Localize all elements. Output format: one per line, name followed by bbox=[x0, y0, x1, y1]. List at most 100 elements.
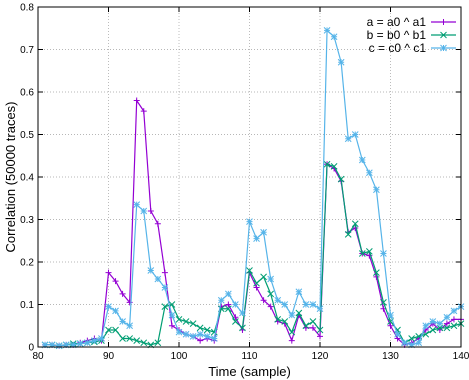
data-point bbox=[55, 342, 63, 350]
data-point bbox=[112, 307, 119, 315]
data-point bbox=[436, 320, 444, 327]
data-point bbox=[161, 303, 169, 310]
data-point bbox=[373, 186, 380, 194]
data-point bbox=[323, 160, 331, 168]
data-point bbox=[224, 290, 232, 298]
data-point bbox=[288, 311, 296, 319]
y-tick-label: 0.7 bbox=[20, 45, 34, 56]
data-point bbox=[126, 322, 134, 330]
data-point bbox=[415, 339, 423, 347]
x-tick-label: 120 bbox=[312, 351, 329, 362]
data-point bbox=[337, 58, 345, 66]
data-point bbox=[422, 330, 430, 338]
data-point bbox=[281, 318, 289, 325]
data-point bbox=[105, 326, 112, 334]
data-point bbox=[232, 318, 239, 325]
data-point bbox=[309, 318, 317, 325]
data-point bbox=[267, 290, 275, 298]
data-point bbox=[246, 218, 253, 225]
data-point bbox=[351, 131, 359, 138]
data-point bbox=[358, 250, 366, 257]
data-point bbox=[267, 303, 274, 310]
data-point bbox=[119, 290, 126, 297]
data-point bbox=[274, 296, 282, 304]
data-point bbox=[450, 322, 458, 330]
x-tick-label: 140 bbox=[453, 351, 469, 362]
data-point bbox=[217, 296, 225, 304]
y-tick-label: 0.6 bbox=[20, 88, 34, 99]
legend: a = a0 ^ a1b = b0 ^ b1c = c0 ^ c1 bbox=[367, 15, 456, 55]
y-tick-label: 0.5 bbox=[20, 130, 34, 141]
data-point bbox=[323, 27, 331, 34]
data-point bbox=[140, 207, 148, 215]
data-point bbox=[119, 335, 126, 342]
x-tick-label: 90 bbox=[103, 351, 115, 362]
data-point bbox=[260, 297, 267, 304]
data-point bbox=[140, 108, 147, 115]
data-point bbox=[450, 307, 458, 315]
data-point bbox=[295, 288, 303, 296]
series-c bbox=[41, 27, 465, 350]
x-tick-label: 130 bbox=[382, 351, 399, 362]
legend-marker bbox=[440, 44, 447, 52]
y-tick-label: 0.2 bbox=[20, 258, 34, 269]
legend-label: c = c0 ^ c1 bbox=[369, 41, 427, 55]
data-point bbox=[189, 320, 197, 327]
series-b bbox=[41, 160, 465, 350]
data-point bbox=[133, 201, 141, 208]
data-point bbox=[365, 248, 373, 255]
data-point bbox=[168, 311, 176, 319]
data-point bbox=[203, 333, 211, 340]
data-point bbox=[232, 301, 239, 308]
data-point bbox=[239, 309, 246, 317]
series-line bbox=[45, 163, 462, 347]
data-point bbox=[98, 335, 105, 342]
data-point bbox=[112, 278, 119, 285]
data-point bbox=[182, 318, 190, 325]
data-point bbox=[105, 269, 112, 276]
data-point bbox=[260, 273, 267, 281]
data-point bbox=[302, 301, 310, 308]
data-point bbox=[316, 305, 324, 313]
data-point bbox=[337, 175, 345, 183]
data-point bbox=[288, 337, 295, 344]
data-point bbox=[344, 135, 352, 143]
data-point bbox=[105, 303, 112, 310]
data-point bbox=[365, 169, 373, 177]
y-tick-label: 0.3 bbox=[20, 215, 34, 226]
data-point bbox=[210, 335, 218, 342]
data-point bbox=[246, 267, 253, 274]
data-point bbox=[76, 340, 84, 347]
data-point bbox=[161, 284, 169, 291]
data-point bbox=[154, 339, 162, 347]
legend-marker bbox=[440, 31, 447, 39]
data-point bbox=[154, 220, 161, 227]
y-axis-label: Correlation (50000 traces) bbox=[3, 101, 18, 252]
y-tick-label: 0.1 bbox=[20, 300, 34, 311]
data-point bbox=[239, 324, 246, 332]
data-point bbox=[196, 324, 204, 332]
data-point bbox=[422, 322, 430, 330]
data-point bbox=[260, 228, 267, 236]
data-point bbox=[91, 337, 98, 344]
series-a bbox=[42, 97, 464, 349]
data-point bbox=[443, 320, 450, 327]
data-point bbox=[380, 299, 387, 306]
data-point bbox=[401, 339, 408, 347]
x-tick-label: 80 bbox=[32, 351, 44, 362]
data-point bbox=[373, 269, 380, 276]
x-axis-label: Time (sample) bbox=[208, 364, 291, 379]
data-point bbox=[316, 326, 324, 334]
data-point bbox=[358, 156, 366, 164]
data-point bbox=[203, 326, 211, 334]
data-point bbox=[317, 333, 323, 340]
data-point bbox=[344, 231, 352, 238]
data-point bbox=[429, 318, 437, 325]
data-point bbox=[309, 301, 317, 308]
data-point bbox=[267, 275, 275, 283]
y-tick-label: 0 bbox=[28, 343, 34, 354]
data-point bbox=[309, 324, 316, 331]
data-point bbox=[302, 322, 310, 330]
legend-label: b = b0 ^ b1 bbox=[367, 28, 427, 42]
